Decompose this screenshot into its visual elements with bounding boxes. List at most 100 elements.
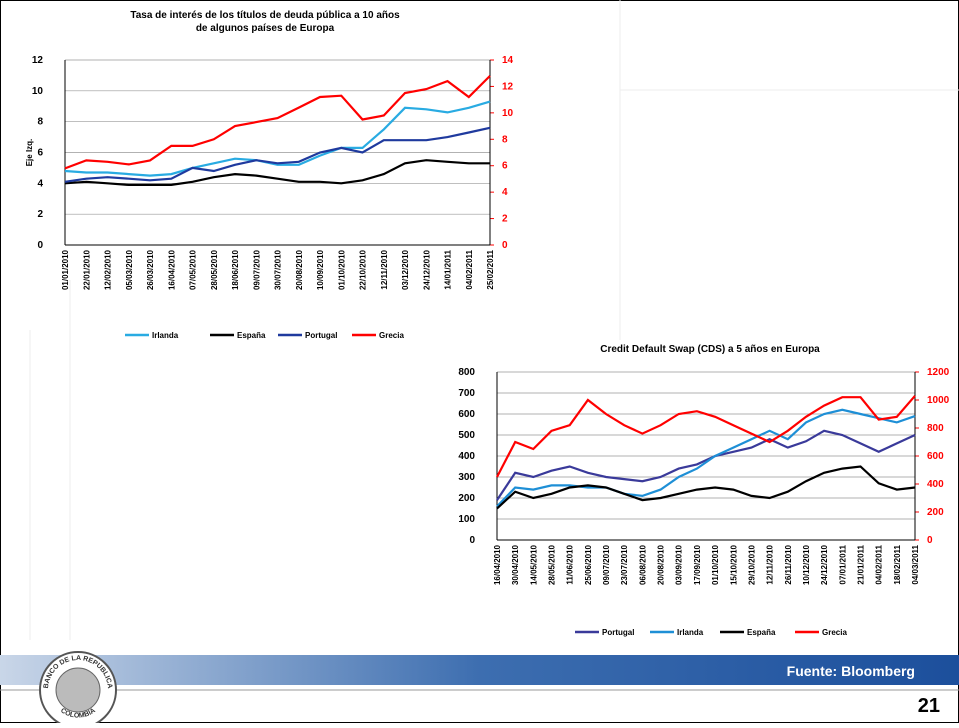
- x-tick-label: 01/10/2010: [711, 544, 720, 585]
- y2-tick-label: 6: [502, 161, 508, 172]
- y2-tick-label: 200: [927, 507, 944, 518]
- x-tick-label: 01/10/2010: [337, 249, 346, 290]
- x-tick-label: 09/07/2010: [252, 249, 261, 290]
- legend-label: España: [747, 628, 776, 637]
- x-tick-label: 10/09/2010: [316, 249, 325, 290]
- x-tick-label: 07/05/2010: [189, 249, 198, 290]
- x-tick-label: 14/05/2010: [529, 544, 538, 585]
- source: Fuente: Bloomberg: [787, 663, 915, 679]
- title-line: de algunos países de Europa: [196, 23, 335, 34]
- y-tick-label: 200: [458, 493, 475, 504]
- x-tick-label: 29/10/2010: [747, 544, 756, 585]
- y-tick-label: 0: [469, 535, 475, 546]
- x-tick-label: 12/02/2010: [104, 249, 113, 290]
- y2-tick-label: 0: [927, 535, 933, 546]
- y-tick-label: 400: [458, 451, 475, 462]
- y2-tick-label: 400: [927, 479, 944, 490]
- x-tick-label: 22/01/2010: [82, 249, 91, 290]
- series-line: [64, 100, 491, 177]
- x-tick-label: 22/10/2010: [359, 249, 368, 290]
- series-line: [496, 395, 916, 478]
- x-tick-label: 03/12/2010: [401, 249, 410, 290]
- legend-label: Irlanda: [152, 331, 179, 340]
- x-tick-label: 05/03/2010: [125, 249, 134, 290]
- series-line: [64, 126, 491, 183]
- y-tick-label: 12: [32, 55, 44, 66]
- x-tick-label: 16/04/2010: [493, 544, 502, 585]
- background-grid: [29, 0, 959, 640]
- y-tick-label: 6: [37, 148, 43, 159]
- chart-title: Tasa de interés de los títulos de deuda …: [130, 10, 400, 34]
- page-number: 21: [918, 695, 940, 717]
- y2-tick-label: 600: [927, 451, 944, 462]
- y-tick-label: 800: [458, 367, 475, 378]
- x-tick-label: 11/06/2010: [566, 544, 575, 584]
- y-tick-label: 2: [37, 209, 43, 220]
- series-line: [496, 465, 916, 510]
- title-line: Credit Default Swap (CDS) a 5 años en Eu…: [600, 344, 820, 355]
- y-tick-label: 4: [37, 178, 43, 189]
- x-tick-label: 30/04/2010: [511, 544, 520, 585]
- x-tick-label: 26/03/2010: [146, 249, 155, 290]
- y2-tick-label: 4: [502, 187, 508, 198]
- x-tick-label: 04/02/2011: [465, 249, 474, 289]
- x-tick-label: 12/11/2010: [766, 544, 775, 584]
- x-tick-label: 28/05/2010: [548, 544, 557, 585]
- x-tick-label: 01/01/2010: [61, 249, 70, 290]
- x-tick-label: 28/05/2010: [210, 249, 219, 290]
- x-tick-label: 20/08/2010: [295, 249, 304, 290]
- y2-tick-label: 0: [502, 240, 508, 251]
- y2-tick-label: 1200: [927, 367, 950, 378]
- x-tick-label: 30/07/2010: [274, 249, 283, 290]
- y-tick-label: 0: [37, 240, 43, 251]
- chart-title: Credit Default Swap (CDS) a 5 años en Eu…: [600, 344, 820, 355]
- series-line: [64, 75, 491, 170]
- y-tick-label: 600: [458, 409, 475, 420]
- legend-label: Grecia: [379, 331, 404, 340]
- x-tick-label: 25/02/2011: [486, 249, 495, 289]
- y-tick-label: 700: [458, 388, 475, 399]
- x-tick-label: 07/01/2011: [838, 544, 847, 584]
- x-tick-label: 25/06/2010: [584, 544, 593, 585]
- legend-label: Portugal: [305, 331, 337, 340]
- y2-tick-label: 800: [927, 423, 944, 434]
- y2-tick-label: 8: [502, 134, 508, 145]
- x-tick-label: 18/06/2010: [231, 249, 240, 290]
- x-tick-label: 14/01/2011: [444, 249, 453, 289]
- x-tick-label: 16/04/2010: [167, 249, 176, 290]
- y-tick-label: 100: [458, 514, 475, 525]
- y-tick-label: 8: [37, 117, 43, 128]
- y2-tick-label: 12: [502, 81, 514, 92]
- x-tick-label: 18/02/2011: [893, 544, 902, 584]
- x-tick-label: 24/12/2010: [422, 249, 431, 290]
- x-tick-label: 26/11/2010: [784, 544, 793, 584]
- y2-tick-label: 10: [502, 108, 514, 119]
- y2-tick-label: 1000: [927, 395, 950, 406]
- x-tick-label: 04/02/2011: [875, 544, 884, 584]
- x-tick-label: 23/07/2010: [620, 544, 629, 585]
- x-tick-label: 04/03/2011: [911, 544, 920, 584]
- y-tick-label: 10: [32, 86, 44, 97]
- series-line: [496, 408, 916, 508]
- x-tick-label: 24/12/2010: [820, 544, 829, 585]
- x-tick-label: 03/09/2010: [675, 544, 684, 585]
- y-axis-label: Eje Izq.: [25, 139, 34, 167]
- series-line: [496, 429, 916, 501]
- x-tick-label: 20/08/2010: [657, 544, 666, 585]
- x-tick-label: 21/01/2011: [856, 544, 865, 584]
- x-tick-label: 06/08/2010: [638, 544, 647, 585]
- x-tick-label: 09/07/2010: [602, 544, 611, 585]
- footer-band: [0, 655, 959, 685]
- y-tick-label: 300: [458, 472, 475, 483]
- x-tick-label: 12/11/2010: [380, 249, 389, 289]
- title-line: Tasa de interés de los títulos de deuda …: [130, 10, 400, 21]
- legend-label: Irlanda: [677, 628, 704, 637]
- y2-tick-label: 2: [502, 214, 508, 225]
- legend-label: Portugal: [602, 628, 634, 637]
- logo: BANCO DE LA REPUBLICA COLOMBIA: [39, 651, 117, 728]
- x-tick-label: 17/09/2010: [693, 544, 702, 585]
- y-tick-label: 500: [458, 430, 475, 441]
- x-tick-label: 15/10/2010: [729, 544, 738, 585]
